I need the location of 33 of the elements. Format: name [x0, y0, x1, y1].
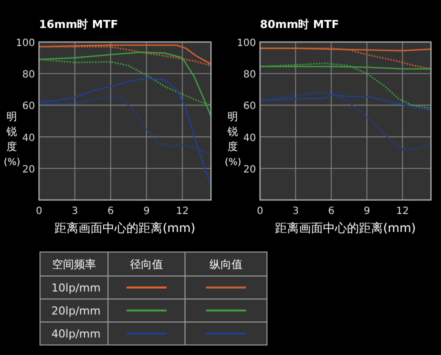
y-tick-label: 60: [22, 101, 35, 112]
x-tick-label: 9: [143, 206, 150, 217]
y-tick-label: 40: [22, 132, 35, 144]
y-tick-label: 100: [16, 38, 35, 49]
y-tick-label: 60: [243, 101, 256, 112]
x-tick-label: 3: [72, 206, 78, 217]
x-tick-label: 6: [107, 206, 114, 217]
x-tick-label: 12: [396, 206, 409, 217]
legend-label: 40lp/mm: [51, 328, 101, 340]
x-tick-label: 6: [328, 206, 334, 217]
x-tick-label: 3: [292, 206, 299, 217]
y-axis-title: 明锐度(%): [4, 111, 20, 168]
x-tick-label: 0: [36, 206, 42, 217]
y-tick-label: 40: [243, 132, 256, 144]
x-axis-title: 距离画面中心的距离(mm): [275, 221, 416, 235]
text: 纵向值: [210, 258, 242, 271]
y-axis-title: 明锐度(%): [224, 111, 242, 168]
x-tick-label: 12: [176, 206, 189, 217]
y-tick-label: 80: [22, 70, 35, 81]
y-tick-label: 20: [243, 164, 256, 176]
x-axis-title: 距离画面中心的距离(mm): [54, 221, 196, 235]
y-tick-label: 80: [243, 70, 256, 81]
y-tick-label: 20: [22, 164, 35, 176]
x-tick-label: 9: [364, 206, 370, 217]
chart-title: 80mm时 MTF: [260, 18, 340, 31]
y-tick-label: 100: [236, 38, 256, 49]
legend-label: 10lp/mm: [51, 282, 101, 294]
x-tick-label: 0: [256, 206, 264, 217]
text: 径向值: [130, 258, 163, 271]
legend-label: 20lp/mm: [51, 304, 101, 318]
line-series: [259, 48, 432, 70]
legend-title: 空间频率: [52, 258, 96, 271]
chart-title: 16mm时 MTF: [39, 18, 118, 31]
